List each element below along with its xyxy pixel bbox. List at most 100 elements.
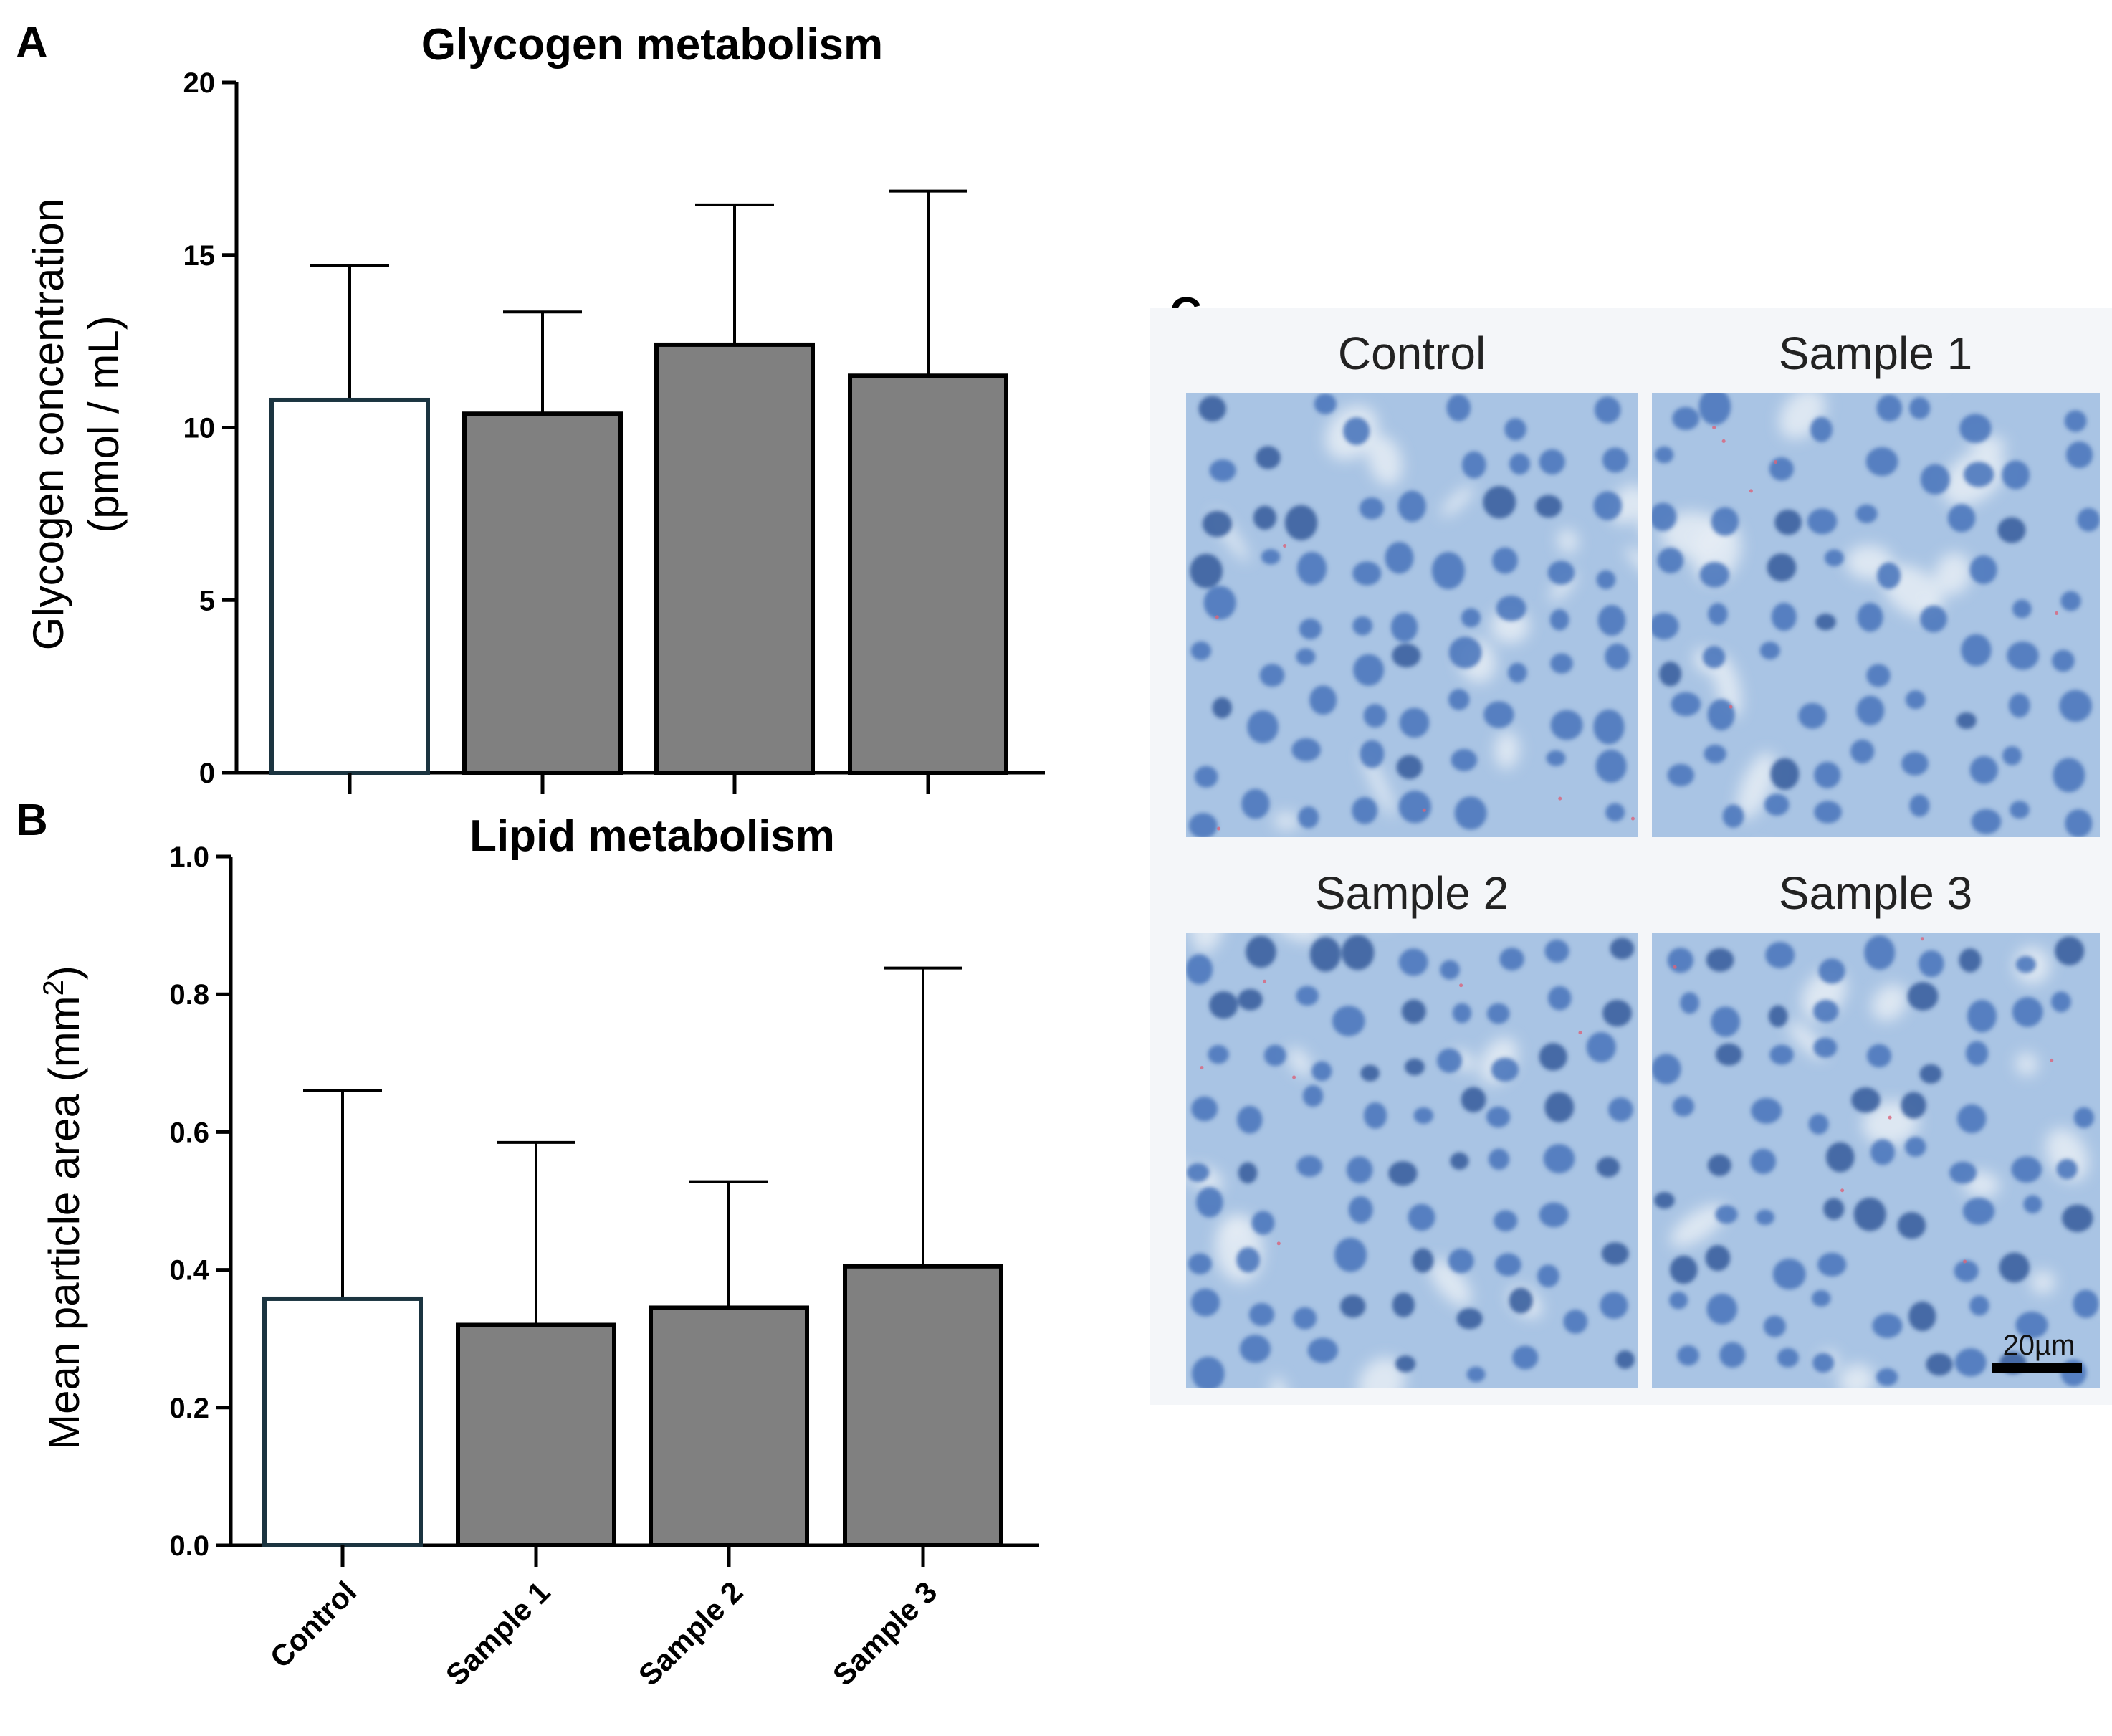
nucleus [1702,646,1726,669]
nucleus [1238,1162,1258,1184]
nucleus [1399,707,1430,738]
nucleus [1813,999,1839,1023]
nucleus [1360,1064,1380,1082]
tissue-gap [1934,552,1972,596]
nucleus [1864,935,1896,970]
nucleus [1770,758,1800,790]
x-tick-label-sample-3: Sample 3 [826,1575,944,1692]
nucleus [1774,509,1802,535]
nucleus [1870,1139,1896,1165]
nucleus [1284,505,1318,540]
nucleus [1309,937,1341,972]
nucleus [1549,609,1569,631]
nucleus [1856,695,1885,725]
nucleus [2064,410,2087,432]
nucleus [1398,791,1431,824]
nucleus [1448,636,1482,669]
nucleus [1431,552,1465,590]
nucleus [1263,1044,1286,1067]
y-axis-label-superscript: 2 [38,980,70,996]
nucleus [1241,788,1270,819]
nucleus [1997,517,2026,543]
nucleus [1550,710,1583,740]
micrograph-control [1186,393,1638,837]
bar-sample-3 [843,1264,1003,1548]
nucleus [1340,1294,1366,1318]
y-axis-label-text: Mean particle area (mm [40,996,88,1450]
nucleus [1751,1097,1782,1124]
nucleus [1404,1058,1425,1076]
nucleus [1949,1161,1977,1184]
nucleus [1494,1253,1521,1277]
nucleus [1672,406,1700,431]
nucleus [1343,417,1370,445]
nucleus [1706,1293,1738,1325]
nucleus [1251,1211,1275,1235]
nucleus [1667,763,1695,787]
nucleus [2073,1107,2094,1128]
lipid-droplet [1963,1259,1967,1264]
tissue-gap [1610,484,1638,525]
nucleus [1352,561,1382,586]
nucleus [1486,1003,1510,1024]
nucleus [1256,446,1281,469]
nucleus [1959,948,1982,973]
nucleus [1202,510,1232,538]
nucleus [1452,1003,1472,1024]
nucleus [2023,1195,2042,1213]
nucleus [1602,447,1628,473]
nucleus [1261,549,1281,565]
lipid-droplet [1712,426,1716,430]
nucleus [1539,449,1565,475]
nucleus [1707,1154,1731,1176]
nucleus [1959,414,1992,444]
nucleus [1655,446,1674,464]
nucleus [1877,562,1901,589]
chart-title: Lipid metabolism [469,811,835,861]
nucleus [2050,991,2071,1013]
nucleus [1798,702,1827,729]
nucleus [1246,935,1276,968]
nucleus [1209,459,1236,482]
y-tick-label: 0.4 [169,1255,209,1287]
bar-control [262,1296,423,1548]
lipid-droplet [1283,543,1287,548]
nucleus [1764,793,1790,816]
nucleus [1872,1313,1903,1338]
nucleus [1969,555,1997,584]
bar-sample-1 [456,1322,616,1547]
nucleus [2008,693,2030,718]
nucleus [1594,396,1621,424]
nucleus [1446,394,1471,421]
nucleus [2002,746,2022,766]
tissue-gap [1871,984,1908,1021]
nucleus [1813,1037,1838,1058]
nucleus [1855,504,1878,523]
bar-sample-2 [649,1305,809,1547]
nucleus [2062,1204,2093,1232]
nucleus [1397,490,1426,522]
nucleus [1186,954,1213,985]
nucleus [1302,1085,1324,1107]
nucleus [1652,612,1679,640]
nucleus [1971,809,2002,834]
nucleus [1954,1260,1979,1282]
nucleus [1908,1301,1936,1332]
nucleus [1496,595,1526,621]
nucleus [2060,591,2081,611]
nucleus [1491,1057,1519,1082]
y-tick-label: 5 [199,585,215,616]
nucleus [1810,416,1833,442]
y-tick-label: 0.0 [169,1530,209,1562]
lipid-droplet [1749,489,1753,493]
nucleus [1237,1105,1263,1134]
nucleus [1392,1292,1415,1317]
lipid-droplet [1888,1115,1892,1120]
nucleus [1483,485,1516,519]
nucleus [1548,986,1572,1011]
nucleus [1654,1191,1675,1209]
nucleus [1850,739,1875,764]
chart-title: Glycogen metabolism [421,20,883,70]
nucleus [1539,1202,1569,1228]
tissue-gap [1274,812,1299,830]
